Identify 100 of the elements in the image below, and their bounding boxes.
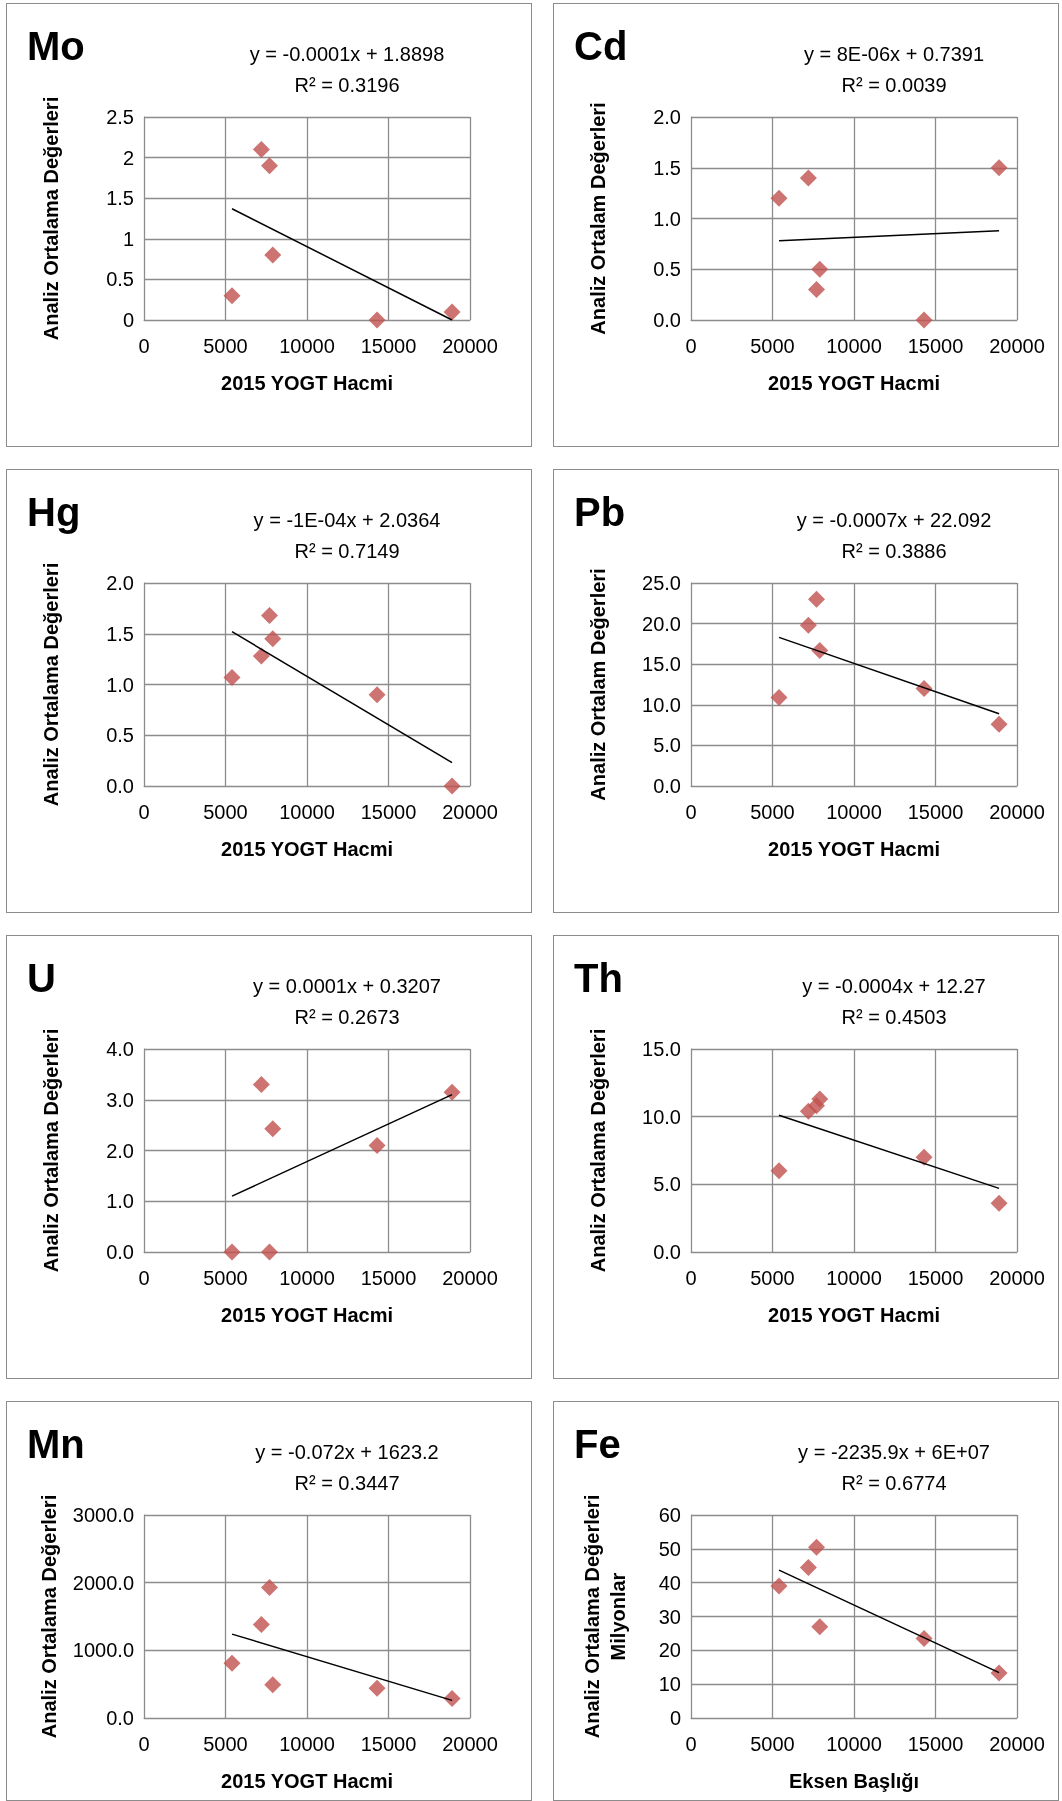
y-tick-label: 2.0 <box>106 572 134 594</box>
point <box>808 281 826 299</box>
point <box>915 311 933 329</box>
y-axis-title: Analiz Ortalama Değerleri <box>40 96 62 341</box>
y-tick-label: 2000.0 <box>72 1571 134 1594</box>
x-tick-label: 10000 <box>279 1733 335 1755</box>
x-tick-label: 15000 <box>360 1733 417 1755</box>
point <box>990 715 1008 733</box>
x-tick-label: 15000 <box>907 801 964 823</box>
x-tick-label: 10000 <box>826 801 882 823</box>
point <box>770 1577 788 1595</box>
x-axis-title: Eksen Başlığı <box>788 1770 920 1792</box>
point <box>368 311 386 329</box>
y-tick-label: 4.0 <box>106 1038 134 1060</box>
point <box>223 287 241 305</box>
y-tick-label: 0 <box>122 309 134 331</box>
y-tick-label: 1.5 <box>653 156 681 179</box>
point <box>443 303 461 321</box>
text: R² = 0.3447 <box>294 1472 400 1494</box>
x-tick-label: 20000 <box>442 1267 498 1289</box>
y-tick-label: 3000.0 <box>72 1504 134 1526</box>
point <box>261 606 279 624</box>
x-tick-label: 15000 <box>907 1733 964 1755</box>
point <box>990 1664 1008 1682</box>
y-tick-label: 1.0 <box>653 207 681 230</box>
point <box>264 1676 282 1694</box>
text: y = -2235.9x + 6E+07 <box>798 1441 990 1463</box>
x-tick-label: 20000 <box>442 335 498 357</box>
point <box>811 1618 829 1636</box>
text: R² = 0.2673 <box>294 1006 400 1028</box>
point <box>799 169 817 187</box>
x-tick-label: 0 <box>685 1733 697 1755</box>
chart-title: Th <box>574 956 623 1000</box>
y-tick-label: 50 <box>658 1537 681 1560</box>
x-tick-label: 10000 <box>279 335 335 357</box>
y-tick-label: 2.0 <box>653 106 681 128</box>
x-tick-label: 15000 <box>360 335 417 357</box>
point <box>223 668 241 686</box>
x-tick-label: 15000 <box>907 1267 964 1289</box>
point <box>261 1243 279 1261</box>
point <box>770 688 788 706</box>
y-tick-label: 0.5 <box>106 268 134 291</box>
chart-title: Pb <box>574 490 626 534</box>
x-tick-label: 0 <box>138 801 150 823</box>
x-tick-label: 20000 <box>989 1267 1045 1289</box>
text: R² = 0.7149 <box>294 540 400 562</box>
text: y = -1E-04x + 2.0364 <box>253 509 441 531</box>
x-axis-title: 2015 YOGT Hacmi <box>221 1770 393 1792</box>
point <box>990 159 1008 177</box>
point <box>223 1654 241 1672</box>
y-tick-label: 20 <box>658 1639 681 1662</box>
x-tick-label: 0 <box>138 1733 150 1755</box>
x-tick-label: 10000 <box>826 1267 882 1289</box>
point <box>252 140 270 158</box>
point <box>443 1083 461 1101</box>
text: R² = 0.3196 <box>294 74 400 96</box>
x-tick-label: 10000 <box>826 1733 882 1755</box>
y-tick-label: 1.0 <box>106 673 134 696</box>
y-tick-label: 3.0 <box>106 1088 134 1111</box>
point <box>770 1162 788 1180</box>
y-axis-title: Analiz Ortalam Değerleri <box>587 568 609 801</box>
y-tick-label: 0.5 <box>106 724 134 747</box>
point <box>799 616 817 634</box>
point <box>368 1136 386 1154</box>
x-axis-title: 2015 YOGT Hacmi <box>768 838 940 860</box>
x-tick-label: 20000 <box>442 1733 498 1755</box>
text: R² = 0.3886 <box>841 540 947 562</box>
x-tick-label: 15000 <box>360 801 417 823</box>
y-tick-label: 5.0 <box>653 1173 681 1196</box>
y-axis-title: Analiz Ortalama Değerleri <box>40 1028 62 1273</box>
x-tick-label: 5000 <box>750 1267 795 1289</box>
x-tick-label: 20000 <box>442 801 498 823</box>
point <box>811 1090 829 1108</box>
y-tick-label: 0.0 <box>653 775 681 797</box>
point <box>252 647 270 665</box>
y-tick-label: 1.5 <box>106 187 134 210</box>
x-tick-label: 20000 <box>989 801 1045 823</box>
y-axis-title: Analiz Ortalama Değerleri Milyonlar <box>581 1494 629 1739</box>
y-tick-label: 20.0 <box>642 612 681 635</box>
x-tick-label: 0 <box>685 801 697 823</box>
point <box>990 1194 1008 1212</box>
y-tick-label: 2.5 <box>106 106 134 128</box>
y-tick-label: 0.0 <box>653 1241 681 1263</box>
text: R² = 0.0039 <box>841 74 947 96</box>
x-tick-label: 5000 <box>750 335 795 357</box>
point <box>808 1538 826 1556</box>
y-tick-label: 2.0 <box>106 1139 134 1162</box>
text: y = -0.0001x + 1.8898 <box>249 43 445 65</box>
y-tick-label: 1000.0 <box>72 1639 134 1662</box>
y-tick-label: 30 <box>658 1605 681 1628</box>
y-axis-title: Analiz Ortalama Değerleri <box>587 1028 609 1273</box>
x-axis-title: 2015 YOGT Hacmi <box>768 1304 940 1326</box>
y-axis-title: Analiz Ortalama Değerleri <box>40 562 62 807</box>
y-tick-label: 1.5 <box>106 622 134 645</box>
x-tick-label: 0 <box>685 1267 697 1289</box>
x-axis-title: 2015 YOGT Hacmi <box>768 372 940 394</box>
point <box>261 1578 279 1596</box>
x-tick-label: 0 <box>138 1267 150 1289</box>
chart-title: Cd <box>574 24 628 68</box>
chart-title: Mo <box>27 24 85 68</box>
